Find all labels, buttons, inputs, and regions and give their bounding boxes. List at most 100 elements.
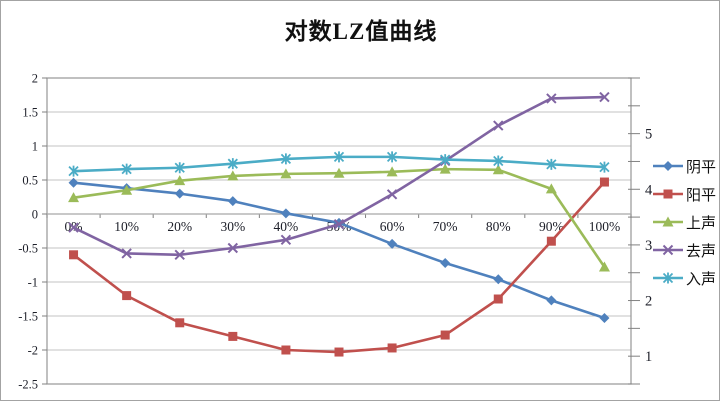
legend-marker-qusheng[interactable] (662, 244, 674, 256)
plot-border (46, 77, 632, 385)
asterisk-marker-rusheng[interactable] (280, 153, 292, 165)
right-axis-label: 2 (645, 294, 652, 310)
legend-label-yinping: 阴平 (686, 159, 717, 176)
triangle-marker-shangsheng[interactable] (598, 261, 610, 272)
x-axis-label: 90% (539, 219, 564, 234)
triangle-marker-shangsheng[interactable] (227, 170, 239, 181)
left-axis-label: 0 (32, 208, 38, 222)
legend-label-rusheng: 入声 (686, 271, 717, 288)
legend-marker-shangsheng[interactable] (662, 216, 674, 227)
legend-item-yinping[interactable]: 阴平 (652, 152, 718, 180)
x-marker-qusheng[interactable] (68, 222, 79, 233)
asterisk-marker-rusheng[interactable] (227, 158, 238, 170)
asterisk-marker-rusheng[interactable] (599, 161, 610, 173)
square-marker-yangping[interactable] (175, 318, 185, 328)
triangle-marker-icon (653, 216, 683, 227)
plot-area[interactable] (47, 78, 631, 384)
x-marker-qusheng[interactable] (546, 93, 557, 104)
triangle-marker-shangsheng[interactable] (492, 164, 504, 175)
x-marker-qusheng[interactable] (174, 249, 185, 261)
square-marker-yangping[interactable] (440, 330, 450, 340)
left-axis-label: 1 (32, 140, 38, 154)
asterisk-marker-rusheng[interactable] (333, 151, 345, 163)
x-axis-label: 10% (114, 219, 139, 234)
x-marker-icon (653, 244, 683, 256)
x-axis-label: 30% (220, 219, 245, 234)
triangle-marker-shangsheng[interactable] (121, 184, 133, 195)
triangle-marker-shangsheng[interactable] (174, 175, 186, 186)
x-marker-qusheng[interactable] (599, 91, 610, 103)
diamond-marker-icon (653, 161, 683, 171)
asterisk-marker-rusheng[interactable] (386, 151, 398, 163)
series-shangsheng[interactable] (68, 163, 610, 272)
legend: 阴平阳平上声去声入声 (652, 152, 718, 292)
legend-item-shangsheng[interactable]: 上声 (652, 208, 718, 236)
chart-title[interactable]: 对数LZ值曲线 (284, 19, 438, 44)
right-axis-label: 3 (645, 238, 652, 254)
x-marker-qusheng[interactable] (280, 234, 292, 246)
asterisk-marker-rusheng[interactable] (68, 165, 79, 177)
x-axis-label: 80% (486, 219, 511, 234)
left-axis-label: -2 (28, 344, 38, 358)
diamond-marker-yinping[interactable] (227, 196, 238, 207)
left-axis-label: 1.5 (22, 106, 38, 120)
x-axis-label: 20% (167, 219, 192, 234)
diamond-marker-yinping[interactable] (280, 208, 291, 219)
asterisk-marker-rusheng[interactable] (546, 158, 557, 170)
diamond-marker-yinping[interactable] (546, 295, 557, 306)
legend-marker-yangping[interactable] (663, 189, 673, 199)
x-axis-label: 60% (380, 219, 405, 234)
diamond-marker-yinping[interactable] (599, 313, 610, 324)
legend-item-qusheng[interactable]: 去声 (652, 236, 718, 264)
square-marker-yangping[interactable] (69, 250, 79, 260)
asterisk-marker-rusheng[interactable] (121, 163, 132, 175)
left-axis-label: -2.5 (18, 378, 38, 392)
diamond-marker-yinping[interactable] (174, 188, 185, 199)
triangle-marker-shangsheng[interactable] (333, 167, 345, 178)
diamond-marker-yinping[interactable] (493, 274, 504, 285)
asterisk-marker-rusheng[interactable] (174, 162, 185, 174)
legend-label-qusheng: 去声 (686, 243, 717, 260)
legend-label-yangping: 阳平 (686, 187, 717, 204)
square-marker-yangping[interactable] (281, 345, 291, 355)
square-marker-yangping[interactable] (334, 347, 344, 357)
legend-marker-yinping[interactable] (663, 161, 673, 171)
triangle-marker-shangsheng[interactable] (280, 168, 292, 179)
x-marker-qusheng[interactable] (227, 242, 239, 254)
x-marker-qusheng[interactable] (386, 189, 398, 200)
square-marker-icon (653, 189, 683, 199)
left-axis-label: -0.5 (18, 242, 38, 256)
asterisk-marker-rusheng[interactable] (493, 155, 504, 167)
triangle-marker-shangsheng[interactable] (545, 183, 557, 194)
square-marker-yangping[interactable] (122, 291, 132, 301)
diamond-marker-yinping[interactable] (440, 257, 451, 268)
triangle-marker-shangsheng[interactable] (68, 192, 80, 203)
legend-item-rusheng[interactable]: 入声 (652, 264, 718, 292)
square-marker-yangping[interactable] (493, 294, 503, 304)
x-marker-qusheng[interactable] (493, 120, 504, 131)
square-marker-yangping[interactable] (546, 236, 556, 246)
legend-marker-rusheng[interactable] (662, 272, 674, 284)
asterisk-marker-icon (653, 272, 683, 284)
triangle-marker-shangsheng[interactable] (439, 163, 451, 174)
right-axis-label: 5 (645, 127, 652, 143)
x-marker-qusheng[interactable] (333, 218, 345, 230)
left-axis-label: -1.5 (18, 310, 38, 324)
x-axis-label: 100% (589, 219, 621, 234)
diamond-marker-yinping[interactable] (387, 238, 398, 249)
series-qusheng[interactable] (68, 91, 610, 261)
square-marker-yangping[interactable] (387, 343, 397, 353)
x-axis-label: 70% (433, 219, 458, 234)
legend-item-yangping[interactable]: 阳平 (652, 180, 718, 208)
square-marker-yangping[interactable] (599, 177, 609, 187)
asterisk-marker-rusheng[interactable] (440, 154, 451, 166)
right-axis-label: 1 (645, 349, 652, 365)
square-marker-yangping[interactable] (228, 331, 238, 341)
series-yangping[interactable] (69, 177, 609, 357)
series-rusheng[interactable] (68, 151, 610, 177)
x-marker-qusheng[interactable] (121, 248, 132, 259)
triangle-marker-shangsheng[interactable] (386, 166, 398, 177)
diamond-marker-yinping[interactable] (68, 177, 79, 188)
